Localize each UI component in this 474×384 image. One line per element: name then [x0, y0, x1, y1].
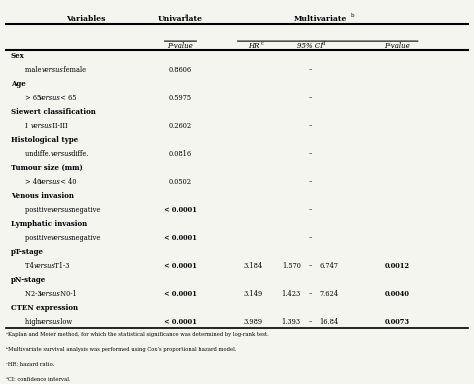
Text: I: I [25, 122, 30, 130]
Text: II-III: II-III [47, 122, 67, 130]
Text: < 0.0001: < 0.0001 [164, 290, 197, 298]
Text: versus: versus [39, 94, 61, 102]
Text: positive: positive [25, 206, 54, 214]
Text: negative: negative [67, 233, 101, 242]
Text: N2-3: N2-3 [25, 290, 44, 298]
Text: male: male [25, 66, 45, 74]
Text: ᵈCI: confidence interval.: ᵈCI: confidence interval. [6, 377, 71, 382]
Text: 0.0040: 0.0040 [385, 290, 410, 298]
Text: versus: versus [42, 66, 64, 74]
Text: 7.624: 7.624 [319, 290, 338, 298]
Text: d: d [322, 41, 325, 46]
Text: Multivariate: Multivariate [294, 15, 347, 23]
Text: 1.570: 1.570 [282, 262, 301, 270]
Text: –: – [309, 122, 312, 130]
Text: negative: negative [67, 206, 101, 214]
Text: diffe.: diffe. [67, 150, 89, 158]
Text: > 40: > 40 [25, 178, 43, 186]
Text: 3.149: 3.149 [244, 290, 263, 298]
Text: versus: versus [34, 262, 55, 270]
Text: 3.184: 3.184 [244, 262, 263, 270]
Text: undiffe.: undiffe. [25, 150, 53, 158]
Text: –: – [309, 233, 312, 242]
Text: 16.84: 16.84 [319, 318, 338, 326]
Text: –: – [309, 206, 312, 214]
Text: ᵃKaplan and Meier method, for which the statistical significance was determined : ᵃKaplan and Meier method, for which the … [6, 332, 269, 337]
Text: positive: positive [25, 233, 54, 242]
Text: 1.423: 1.423 [282, 290, 301, 298]
Text: 3.989: 3.989 [244, 318, 263, 326]
Text: Venous invasion: Venous invasion [11, 192, 73, 200]
Text: CTEN expression: CTEN expression [11, 304, 78, 312]
Text: Histological type: Histological type [11, 136, 78, 144]
Text: –: – [309, 94, 312, 102]
Text: pN-stage: pN-stage [11, 276, 46, 284]
Text: versus: versus [50, 150, 72, 158]
Text: Lymphatic invasion: Lymphatic invasion [11, 220, 87, 228]
Text: versus: versus [31, 122, 52, 130]
Text: –: – [309, 290, 312, 298]
Text: –: – [309, 150, 312, 158]
Text: 0.5975: 0.5975 [169, 94, 192, 102]
Text: female: female [59, 66, 86, 74]
Text: < 65: < 65 [56, 94, 76, 102]
Text: P-value: P-value [384, 42, 410, 50]
Text: Tumour size (mm): Tumour size (mm) [11, 164, 82, 172]
Text: 0.0012: 0.0012 [385, 262, 410, 270]
Text: 0.2602: 0.2602 [169, 122, 192, 130]
Text: T1-3: T1-3 [50, 262, 70, 270]
Text: 0.0502: 0.0502 [169, 178, 192, 186]
Text: –: – [309, 318, 312, 326]
Text: < 0.0001: < 0.0001 [164, 262, 197, 270]
Text: < 0.0001: < 0.0001 [164, 318, 197, 326]
Text: < 0.0001: < 0.0001 [164, 206, 197, 214]
Text: Univariate: Univariate [158, 15, 203, 23]
Text: –: – [309, 262, 312, 270]
Text: –: – [309, 178, 312, 186]
Text: N0-1: N0-1 [56, 290, 77, 298]
Text: versus: versus [50, 233, 72, 242]
Text: T4: T4 [25, 262, 36, 270]
Text: versus: versus [50, 206, 72, 214]
Text: low: low [56, 318, 72, 326]
Text: versus: versus [39, 318, 61, 326]
Text: –: – [309, 66, 312, 74]
Text: high: high [25, 318, 42, 326]
Text: < 40: < 40 [56, 178, 76, 186]
Text: 0.0073: 0.0073 [385, 318, 410, 326]
Text: P-value: P-value [168, 42, 193, 50]
Text: HR: HR [248, 42, 259, 50]
Text: > 65: > 65 [25, 94, 43, 102]
Text: Variables: Variables [66, 15, 106, 23]
Text: Sex: Sex [11, 52, 25, 60]
Text: 0.0816: 0.0816 [169, 150, 192, 158]
Text: Siewert classification: Siewert classification [11, 108, 96, 116]
Text: a: a [185, 13, 189, 18]
Text: 95% CI: 95% CI [297, 42, 323, 50]
Text: ᵇMultivariate survival analysis was performed using Cox’s proportional hazard mo: ᵇMultivariate survival analysis was perf… [6, 347, 237, 352]
Text: c: c [261, 41, 264, 46]
Text: < 0.0001: < 0.0001 [164, 233, 197, 242]
Text: versus: versus [39, 290, 61, 298]
Text: pT-stage: pT-stage [11, 248, 44, 256]
Text: 1.393: 1.393 [282, 318, 301, 326]
Text: 6.747: 6.747 [319, 262, 338, 270]
Text: Age: Age [11, 80, 26, 88]
Text: 0.8606: 0.8606 [169, 66, 192, 74]
Text: ᶜHR: hazard ratio.: ᶜHR: hazard ratio. [6, 362, 55, 367]
Text: b: b [351, 13, 355, 18]
Text: versus: versus [39, 178, 61, 186]
